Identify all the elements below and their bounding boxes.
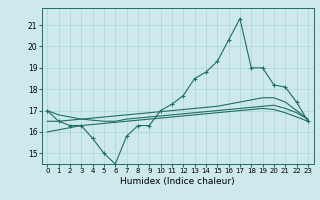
- X-axis label: Humidex (Indice chaleur): Humidex (Indice chaleur): [120, 177, 235, 186]
